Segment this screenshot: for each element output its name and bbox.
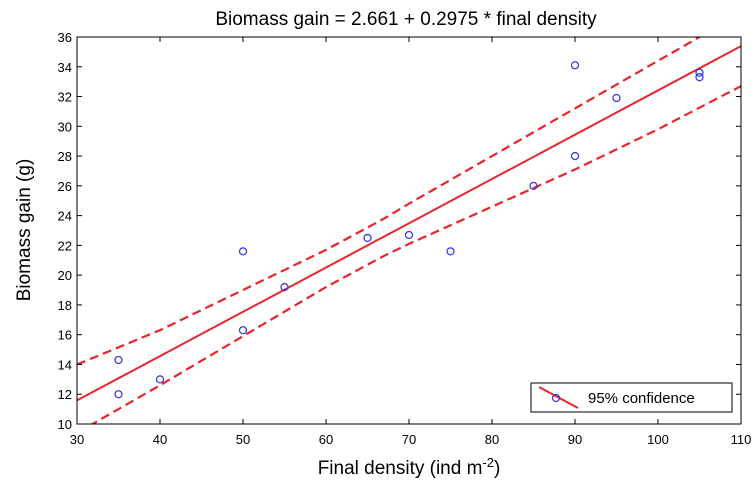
x-tick-label: 40	[153, 432, 167, 447]
y-tick-label: 22	[58, 238, 72, 253]
confidence-band-upper	[77, 37, 702, 366]
x-axis-label-tail: )	[494, 458, 500, 479]
x-axis-label-superscript: -2	[482, 455, 494, 470]
legend-box	[530, 382, 733, 413]
legend-label: 95% confidence	[588, 390, 695, 407]
data-point	[529, 181, 538, 190]
data-points	[114, 61, 704, 399]
x-tick-label: 60	[319, 432, 333, 447]
confidence-band-lower	[90, 85, 741, 424]
data-point	[612, 93, 621, 103]
x-tick-label: 100	[647, 432, 669, 447]
x-axis-label: Final density (ind m-2)	[318, 455, 501, 479]
chart-title: Biomass gain = 2.661 + 0.2975 * final de…	[215, 9, 597, 30]
data-point	[363, 233, 372, 243]
legend-marker-swatch	[551, 393, 561, 403]
data-point	[155, 375, 165, 384]
y-tick-label: 26	[58, 179, 72, 194]
y-tick-label: 30	[58, 119, 72, 134]
x-tick-label: 50	[236, 432, 250, 447]
data-point	[280, 282, 289, 292]
x-tick-label: 70	[402, 432, 416, 447]
y-tick-label: 20	[58, 268, 72, 283]
data-point	[114, 390, 123, 399]
y-axis-label: Biomass gain (g)	[14, 159, 35, 302]
data-point	[570, 61, 580, 70]
x-tick-label: 110	[731, 432, 752, 447]
data-point	[446, 247, 455, 256]
y-tick-label: 14	[58, 357, 72, 372]
data-point	[404, 230, 414, 240]
legend-line-swatch	[538, 386, 579, 409]
data-point	[570, 151, 580, 161]
plot-frame	[76, 36, 742, 425]
plot-area	[77, 37, 741, 424]
data-point	[695, 73, 704, 82]
y-tick-label: 34	[58, 60, 72, 75]
x-axis-label-main: Final density (ind m	[318, 458, 483, 479]
y-tick-label: 16	[58, 328, 72, 343]
y-tick-label: 18	[58, 298, 72, 313]
y-axis-ticks: 10 12 14 16 18 20 22 24 26 28 30 32 34 36	[58, 30, 741, 432]
x-tick-label: 30	[70, 432, 84, 447]
data-point	[114, 355, 123, 365]
x-tick-label: 90	[568, 432, 582, 447]
x-tick-label: 80	[485, 432, 499, 447]
regression-line	[77, 45, 741, 402]
y-tick-label: 12	[58, 387, 72, 402]
data-point	[238, 326, 248, 335]
y-tick-label: 36	[58, 30, 72, 45]
y-tick-label: 28	[58, 149, 72, 164]
y-tick-label: 32	[58, 90, 72, 105]
legend: 95% confidence	[530, 382, 733, 413]
data-point	[238, 247, 248, 256]
data-point	[695, 68, 704, 77]
y-tick-label: 10	[58, 417, 72, 432]
x-axis-ticks: 30 40 50 60 70 80 90 100 110	[70, 37, 752, 447]
y-tick-label: 24	[58, 209, 72, 224]
